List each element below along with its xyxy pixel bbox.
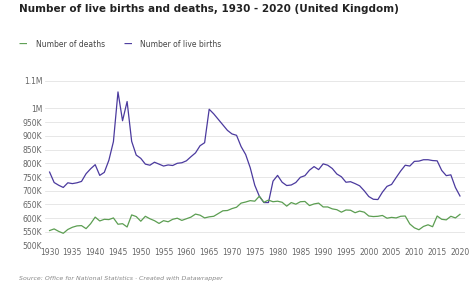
Text: —: —: [123, 39, 132, 49]
Text: Source: Office for National Statistics · Created with Datawrapper: Source: Office for National Statistics ·…: [19, 275, 223, 281]
Text: Number of deaths: Number of deaths: [36, 39, 105, 49]
Text: Number of live births and deaths, 1930 - 2020 (United Kingdom): Number of live births and deaths, 1930 -…: [19, 4, 399, 14]
Text: Number of live births: Number of live births: [140, 39, 221, 49]
Text: —: —: [19, 39, 27, 49]
